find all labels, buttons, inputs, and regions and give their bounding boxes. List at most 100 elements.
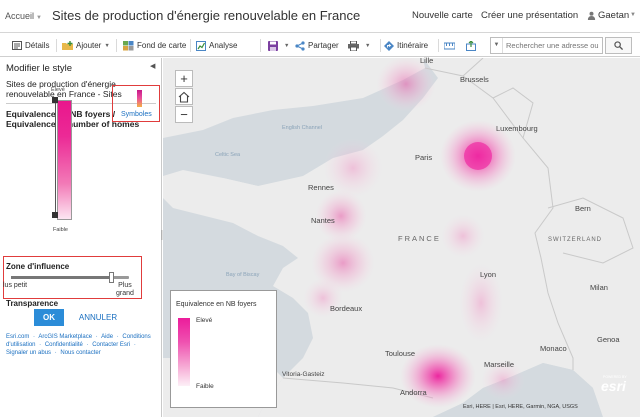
home-extent-button[interactable] <box>175 88 193 105</box>
search-icon <box>614 41 623 50</box>
influence-max-label: Plus grand <box>116 282 134 298</box>
add-layer-icon <box>62 41 73 50</box>
border-swiss <box>547 197 634 264</box>
place-label: Lille <box>420 56 434 65</box>
zoom-in-button[interactable]: + <box>175 70 193 87</box>
save-icon <box>268 40 278 51</box>
chevron-down-icon: ▼ <box>365 42 371 49</box>
details-icon <box>12 41 22 50</box>
details-label: Détails <box>25 41 50 50</box>
ramp-handle-high[interactable] <box>52 97 58 103</box>
home-icon <box>178 91 190 103</box>
footer-link[interactable]: Contacter Esri <box>92 342 131 348</box>
details-button[interactable]: Détails <box>12 34 49 57</box>
measure-button[interactable] <box>444 34 458 57</box>
panel-title: Modifier le style <box>6 63 72 74</box>
ramp-slider-bar <box>55 102 56 216</box>
bookmark-button[interactable] <box>466 34 479 57</box>
footer-link[interactable]: Confidentialité <box>44 342 83 348</box>
chevron-down-icon[interactable]: ▼ <box>630 12 636 18</box>
sea-label: English Channel <box>282 125 323 131</box>
app-header: Accueil ▼ Sites de production d'énergie r… <box>0 0 640 33</box>
analysis-label: Analyse <box>209 41 238 50</box>
influence-slider-thumb[interactable] <box>109 272 115 283</box>
divider <box>260 39 261 52</box>
home-label[interactable]: Accueil <box>5 11 35 21</box>
influence-min-label: lus petit <box>3 282 28 289</box>
new-map-link[interactable]: Nouvelle carte <box>412 10 473 21</box>
ramp-handle-low[interactable] <box>52 212 58 218</box>
bookmark-icon <box>466 40 476 51</box>
chevron-down-icon: ▼ <box>104 42 110 49</box>
footer-sep: · <box>33 334 36 340</box>
influence-title: Zone d'influence <box>6 262 70 271</box>
heat-spot <box>459 263 503 343</box>
map-title: Sites de production d'énergie renouvelab… <box>52 8 361 23</box>
search-field[interactable]: ▼ <box>490 37 603 54</box>
basemap-label: Fond de carte <box>137 41 187 50</box>
footer-sep: · <box>116 334 119 340</box>
ok-button[interactable]: OK <box>34 309 64 326</box>
symbols-link[interactable]: Symboles <box>121 111 152 118</box>
place-label: Luxembourg <box>496 124 538 133</box>
new-presentation-link[interactable]: Créer une présentation <box>481 10 579 21</box>
color-ramp[interactable] <box>57 100 72 220</box>
map-attribution: Esri, HERE | Esri, HERE, Garmin, NGA, US… <box>463 404 578 410</box>
save-button[interactable]: ▼ <box>268 34 289 57</box>
add-button[interactable]: Ajouter ▼ <box>62 34 110 57</box>
country-label: FRANCE <box>398 234 441 243</box>
directions-icon <box>384 40 394 51</box>
land-england <box>163 58 425 138</box>
sea-label: Celtic Sea <box>215 152 241 158</box>
symbol-swatch[interactable] <box>137 90 142 107</box>
user-menu[interactable]: Gaetan <box>598 10 630 21</box>
footer-link[interactable]: Nous contacter <box>60 350 101 356</box>
chevron-down-icon[interactable]: ▼ <box>491 38 503 53</box>
basemap-button[interactable]: Fond de carte <box>123 34 186 57</box>
home-menu[interactable]: Accueil ▼ <box>5 11 42 21</box>
place-label: Bern <box>575 204 591 213</box>
heat-spot <box>311 233 375 293</box>
user-icon[interactable] <box>587 11 596 20</box>
footer-links: Esri.com · ArcGIS Marketplace · Aide · C… <box>6 333 156 357</box>
divider <box>116 39 117 52</box>
land-continent <box>163 58 640 417</box>
footer-sep: · <box>86 342 89 348</box>
cancel-button[interactable]: ANNULER <box>72 309 124 326</box>
footer-link[interactable]: Aide <box>101 334 114 340</box>
print-icon <box>348 40 359 51</box>
footer-link[interactable]: Conditions d'utilisation <box>6 334 151 348</box>
chevron-down-icon: ▼ <box>284 42 290 49</box>
search-input[interactable] <box>503 41 599 50</box>
search-button[interactable] <box>605 37 632 54</box>
ramp-high-label: Elevé <box>51 87 65 93</box>
measure-icon <box>444 42 455 49</box>
directions-label: Itinéraire <box>397 41 429 50</box>
place-label: Brussels <box>460 75 489 84</box>
legend-high-label: Elevé <box>196 317 213 324</box>
chevron-down-icon[interactable]: ▼ <box>36 15 42 21</box>
footer-sep: · <box>54 350 57 356</box>
map-legend: Equivalence en NB foyers Elevé Faible <box>170 290 277 408</box>
collapse-left-icon[interactable]: ◀ <box>150 63 156 70</box>
legend-low-label: Faible <box>196 383 214 390</box>
share-icon <box>295 40 305 51</box>
land-brittany <box>163 176 273 218</box>
place-label: Nantes <box>311 216 335 225</box>
print-button[interactable]: ▼ <box>348 34 370 57</box>
ramp-low-label: Faible <box>53 227 68 233</box>
footer-sep: · <box>39 342 42 348</box>
influence-max-line: Plus <box>118 282 132 289</box>
place-label: Marseille <box>484 360 515 369</box>
analysis-button[interactable]: Analyse <box>196 34 237 57</box>
zoom-out-button[interactable]: − <box>175 106 193 123</box>
share-button[interactable]: Partager <box>295 34 339 57</box>
heat-spot <box>323 138 383 198</box>
footer-link[interactable]: ArcGIS Marketplace <box>38 334 93 340</box>
heat-spot <box>303 278 343 318</box>
directions-button[interactable]: Itinéraire <box>384 34 428 57</box>
footer-link[interactable]: Esri.com <box>6 334 30 340</box>
heat-spot <box>376 58 436 112</box>
border-lux <box>492 87 534 139</box>
footer-link[interactable]: Signaler un abus <box>6 350 52 356</box>
